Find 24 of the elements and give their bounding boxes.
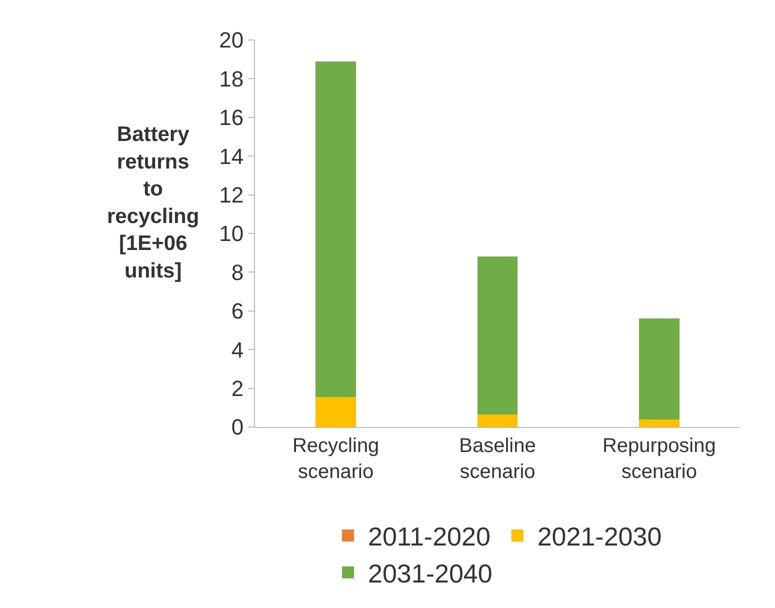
bar — [316, 397, 356, 427]
y-tick-label: 0 — [231, 414, 244, 440]
y-tick-label: 10 — [219, 221, 244, 246]
bar — [477, 414, 518, 427]
y-tick-label: 8 — [231, 260, 244, 285]
legend-label: 2011-2020 — [368, 522, 490, 552]
x-tick-label: Baseline scenario — [459, 435, 536, 483]
y-tick-label: 16 — [219, 105, 244, 130]
y-tick-label: 12 — [219, 182, 244, 208]
y-axis-title: Battery returns to recycling [1E+06 units] — [107, 123, 200, 282]
y-tick-label: 14 — [219, 144, 244, 169]
bar — [638, 318, 680, 420]
y-tick-label: 6 — [231, 298, 244, 324]
bar — [316, 61, 356, 398]
bar — [477, 256, 518, 414]
legend-label: 2031-2040 — [368, 558, 492, 588]
x-tick-label: Recycling scenario — [292, 435, 380, 483]
y-tick-label: 18 — [219, 66, 244, 92]
y-tick-label: 2 — [231, 376, 244, 401]
y-tick-label: 4 — [231, 337, 244, 362]
y-tick-label: 20 — [219, 28, 244, 53]
bar — [638, 419, 680, 427]
x-tick-label: Repurposing scenario — [602, 435, 716, 483]
legend-label: 2021-2030 — [537, 522, 662, 552]
